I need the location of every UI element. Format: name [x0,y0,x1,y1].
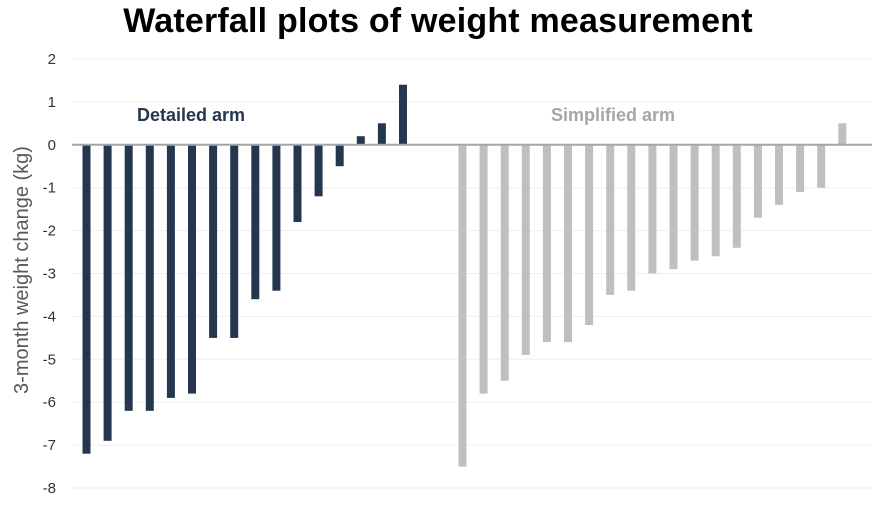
bar-simplified-19 [838,123,847,145]
bar-detailed-13 [335,144,344,167]
legend-detailed-arm: Detailed arm [137,105,245,125]
bar-detailed-6 [188,144,196,394]
bar-detailed-2 [103,144,112,441]
bar-simplified-8 [606,144,615,295]
bar-simplified-12 [690,144,699,261]
y-tick-label: -6 [43,394,56,411]
gridlines [72,58,872,489]
y-tick-label: -2 [43,223,56,240]
bar-simplified-2 [479,144,488,394]
bar-simplified-18 [817,144,826,188]
bar-simplified-15 [753,144,762,218]
bar-simplified-4 [521,144,530,355]
bar-detailed-4 [145,144,154,411]
y-tick-label: -1 [43,180,56,197]
bar-simplified-17 [796,144,805,192]
y-tick-label: -3 [43,266,56,283]
bar-detailed-5 [166,144,175,398]
bar-detailed-7 [209,144,218,338]
bar-simplified-5 [542,144,551,343]
bar-detailed-15 [377,123,386,145]
bar-detailed-9 [251,144,260,300]
bar-simplified-16 [775,144,783,205]
bar-detailed-16 [399,84,407,145]
y-tick-label: 0 [48,137,56,154]
bar-detailed-14 [356,136,365,145]
chart-title: Waterfall plots of weight measurement [123,2,753,40]
bar-detailed-12 [314,144,323,197]
y-tick-label: 2 [48,51,56,68]
bars [82,84,847,467]
bar-simplified-9 [627,144,636,291]
bar-simplified-3 [500,144,509,381]
bar-detailed-8 [230,144,239,338]
bar-simplified-11 [669,144,678,270]
bar-simplified-10 [648,144,657,274]
y-tick-label: -7 [43,437,56,454]
y-tick-labels: 2 1 0 -1 -2 -3 -4 -5 -6 -7 -8 [43,51,56,497]
bar-detailed-10 [272,144,281,291]
y-tick-label: -4 [43,308,56,325]
y-axis-label: 3-month weight change (kg) [11,146,33,394]
bar-simplified-13 [711,144,720,257]
y-tick-label: -8 [43,480,56,497]
y-tick-label: 1 [48,94,56,111]
bar-simplified-14 [732,144,741,248]
bar-detailed-1 [82,144,91,454]
bar-simplified-7 [585,144,594,325]
bar-detailed-11 [293,144,302,222]
bar-detailed-3 [124,144,133,411]
legend-simplified-arm: Simplified arm [551,105,675,125]
bar-simplified-6 [564,144,572,343]
bar-simplified-1 [458,144,467,467]
y-tick-label: -5 [43,351,56,368]
